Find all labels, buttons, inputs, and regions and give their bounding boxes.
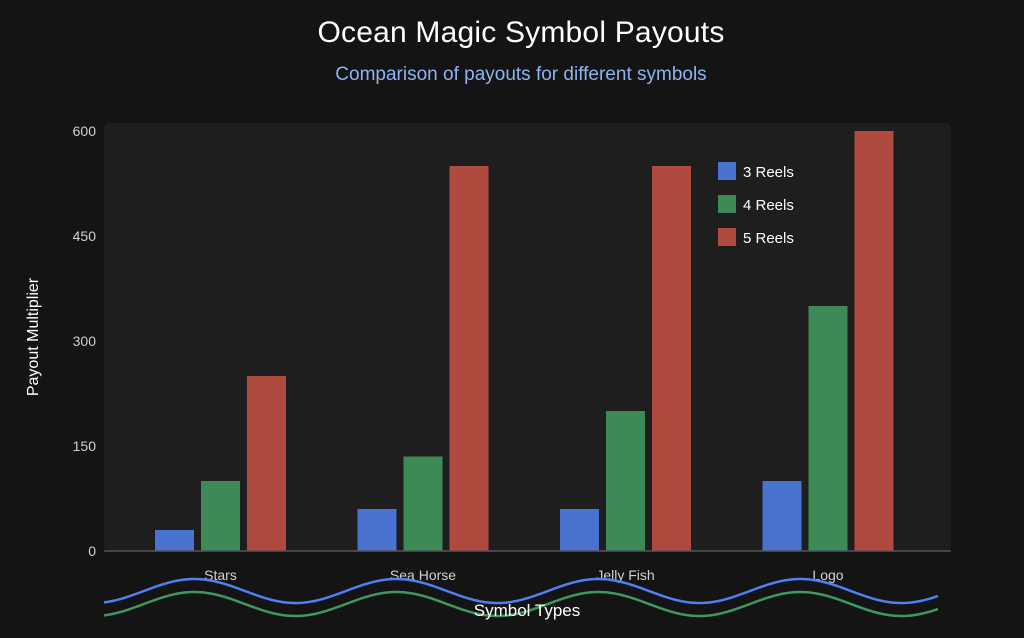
bar <box>560 509 599 551</box>
bar <box>247 376 286 551</box>
bars <box>155 131 894 551</box>
bar <box>201 481 240 551</box>
bar <box>762 481 802 551</box>
bar <box>357 509 397 551</box>
chart-subtitle: Comparison of payouts for different symb… <box>335 64 707 85</box>
bar <box>652 166 691 551</box>
x-tick-label: Stars <box>204 567 237 583</box>
legend-swatch <box>718 195 736 213</box>
plot-background <box>104 123 951 551</box>
x-axis-label: Symbol Types <box>474 601 580 620</box>
y-axis-ticks: 0 150 300 450 600 <box>73 123 97 559</box>
bar <box>155 530 194 551</box>
x-tick-label: Jelly Fish <box>596 567 654 583</box>
y-tick-label: 600 <box>73 123 97 139</box>
bar <box>606 411 645 551</box>
bar <box>854 131 894 551</box>
y-tick-label: 300 <box>73 333 97 349</box>
bar <box>808 306 848 551</box>
y-tick-label: 450 <box>73 228 97 244</box>
chart-title: Ocean Magic Symbol Payouts <box>317 16 725 49</box>
wave-decoration <box>103 577 939 618</box>
y-tick-label: 150 <box>73 438 97 454</box>
bar <box>449 166 489 551</box>
x-tick-label: Logo <box>812 567 843 583</box>
x-axis-ticks: Stars Sea Horse Jelly Fish Logo <box>204 567 844 583</box>
legend: 3 Reels 4 Reels 5 Reels <box>718 162 794 247</box>
x-tick-label: Sea Horse <box>390 567 456 583</box>
wave-blue <box>103 577 939 605</box>
legend-swatch <box>718 162 736 180</box>
y-tick-label: 0 <box>88 543 96 559</box>
y-axis-label: Payout Multiplier <box>25 277 42 396</box>
legend-label: 4 Reels <box>743 197 794 214</box>
legend-label: 3 Reels <box>743 164 794 181</box>
bar <box>403 456 443 551</box>
legend-swatch <box>718 228 736 246</box>
legend-label: 5 Reels <box>743 230 794 247</box>
wave-green <box>103 590 939 618</box>
